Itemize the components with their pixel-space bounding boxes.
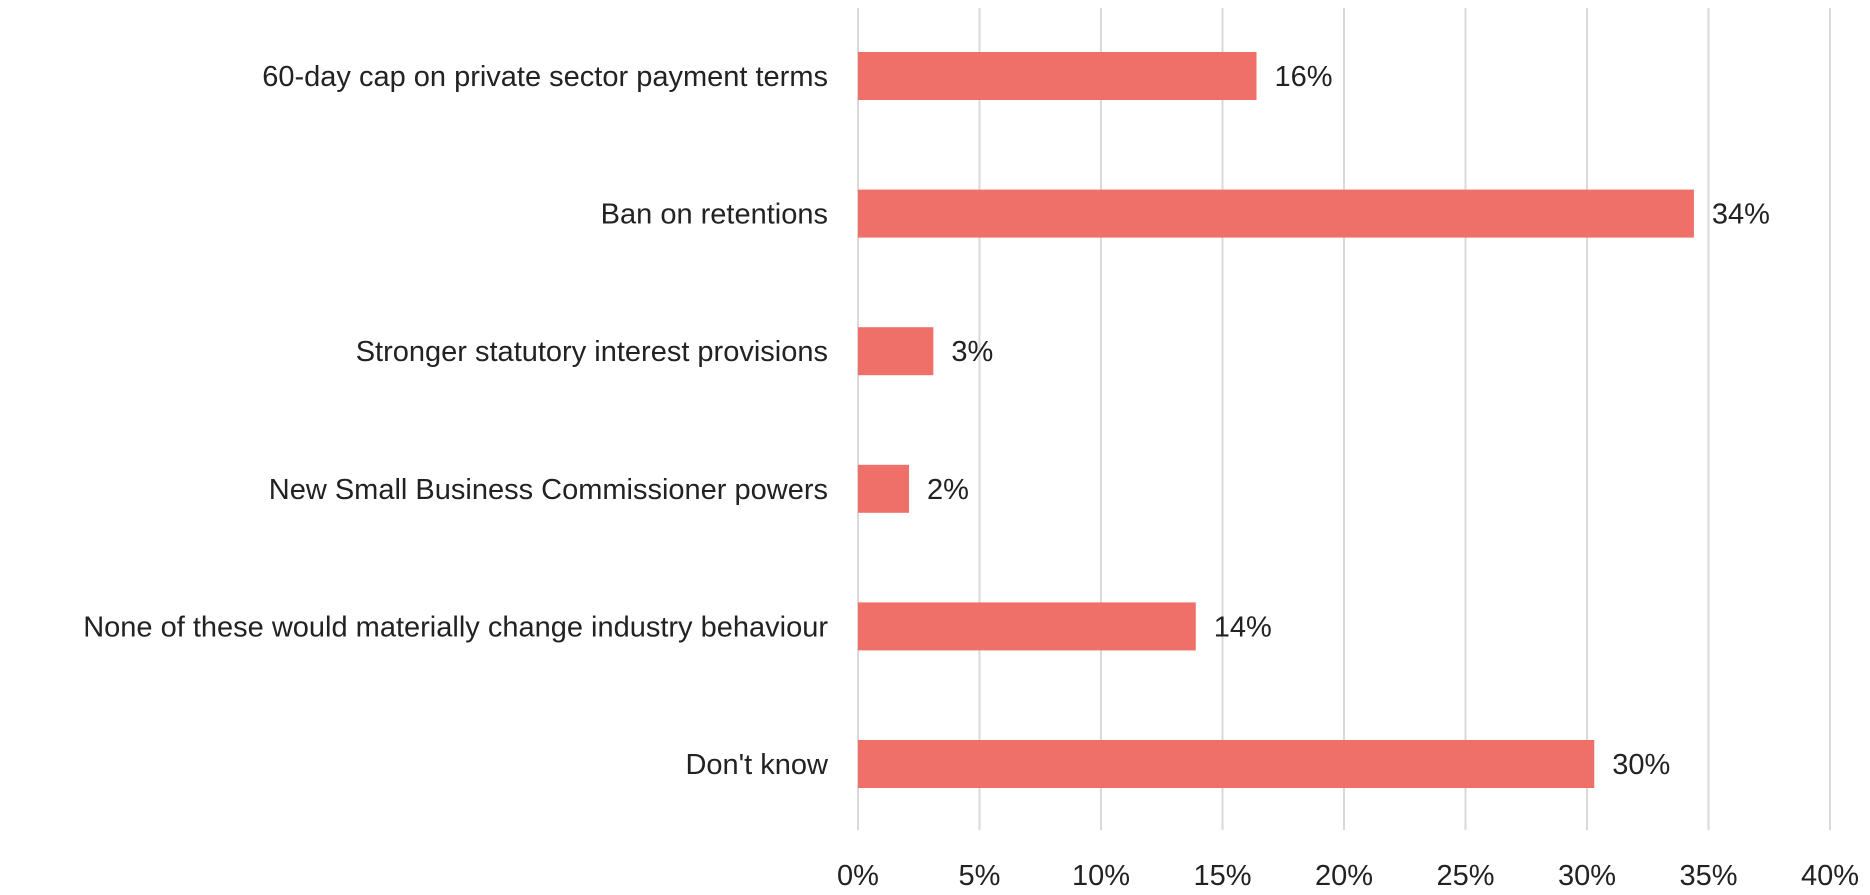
x-tick-label: 5% — [959, 860, 1001, 890]
bar — [858, 602, 1196, 651]
category-label: New Small Business Commissioner powers — [269, 474, 828, 506]
data-label: 14% — [1214, 611, 1272, 643]
bars — [858, 52, 1694, 788]
x-tick-label: 40% — [1801, 860, 1859, 890]
data-label: 3% — [951, 336, 993, 368]
bar — [858, 327, 934, 376]
x-tick-label: 30% — [1558, 860, 1616, 890]
x-tick-label: 15% — [1193, 860, 1251, 890]
bar — [858, 740, 1595, 788]
category-label: None of these would materially change in… — [83, 611, 828, 643]
data-label: 30% — [1612, 749, 1670, 781]
category-label: Don't know — [685, 749, 829, 781]
x-tick-label: 10% — [1072, 860, 1130, 890]
x-axis-tick-labels: 0% 5% 10% 15% 20% 25% 30% 35% 40% — [837, 860, 1859, 892]
value-labels: 16% 34% 3% 2% 14% 30% — [927, 61, 1770, 781]
x-tick-label: 35% — [1679, 860, 1737, 890]
bar — [858, 464, 910, 513]
data-label: 16% — [1275, 61, 1333, 93]
data-label: 2% — [927, 474, 969, 506]
bar — [858, 52, 1257, 100]
category-labels: 60-day cap on private sector payment ter… — [83, 61, 829, 781]
category-label: Stronger statutory interest provisions — [356, 336, 828, 368]
x-tick-label: 25% — [1436, 860, 1494, 890]
data-label: 34% — [1712, 199, 1770, 231]
category-label: 60-day cap on private sector payment ter… — [262, 61, 828, 93]
bar — [858, 189, 1694, 238]
category-label: Ban on retentions — [601, 199, 828, 231]
x-tick-label: 20% — [1315, 860, 1373, 890]
gridlines — [857, 8, 1831, 830]
x-tick-label: 0% — [837, 860, 879, 890]
